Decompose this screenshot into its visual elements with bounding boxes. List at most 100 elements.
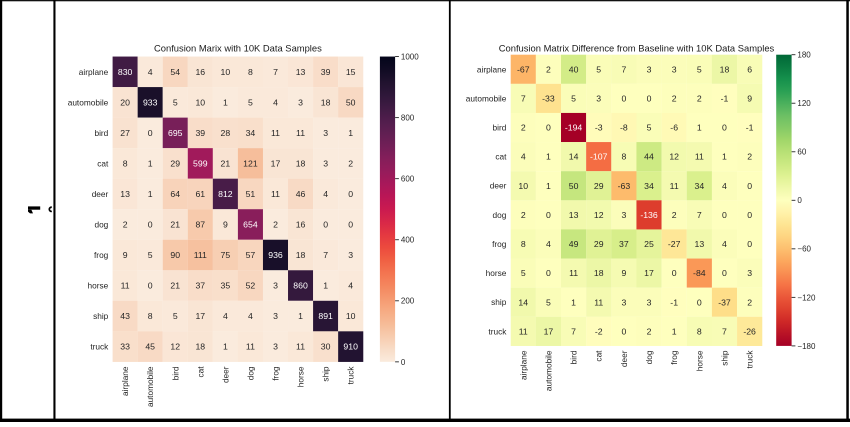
- svg-text:3: 3: [621, 297, 626, 307]
- svg-text:-33: -33: [542, 93, 555, 103]
- svg-text:35: 35: [221, 281, 231, 291]
- svg-text:27: 27: [120, 128, 130, 138]
- svg-text:75: 75: [221, 250, 231, 260]
- svg-text:6: 6: [747, 64, 752, 74]
- svg-text:3: 3: [621, 210, 626, 220]
- svg-text:44: 44: [644, 152, 654, 162]
- svg-text:0: 0: [148, 281, 153, 291]
- svg-text:11: 11: [246, 342, 255, 352]
- svg-text:10: 10: [518, 181, 528, 191]
- svg-text:51: 51: [246, 189, 256, 199]
- svg-text:4: 4: [148, 67, 153, 77]
- svg-text:18: 18: [594, 268, 604, 278]
- svg-text:29: 29: [170, 159, 180, 169]
- svg-text:bird: bird: [569, 350, 579, 364]
- svg-text:bird: bird: [493, 123, 507, 133]
- svg-text:8: 8: [697, 326, 702, 336]
- svg-text:-136: -136: [640, 210, 658, 220]
- svg-text:7: 7: [621, 64, 626, 74]
- svg-text:1: 1: [546, 152, 551, 162]
- svg-text:0: 0: [546, 123, 551, 133]
- svg-text:-1: -1: [746, 123, 754, 133]
- svg-text:0: 0: [797, 196, 802, 205]
- svg-text:1: 1: [148, 159, 153, 169]
- svg-text:18: 18: [195, 342, 205, 352]
- svg-text:9: 9: [621, 268, 626, 278]
- svg-text:830: 830: [118, 67, 133, 77]
- svg-text:frog: frog: [669, 350, 679, 365]
- svg-text:4: 4: [722, 181, 727, 191]
- svg-text:1: 1: [323, 281, 328, 291]
- svg-text:10: 10: [221, 67, 231, 77]
- svg-text:3: 3: [323, 128, 328, 138]
- svg-text:0: 0: [697, 297, 702, 307]
- svg-text:0: 0: [148, 128, 153, 138]
- svg-text:7: 7: [697, 210, 702, 220]
- svg-text:5: 5: [173, 311, 178, 321]
- svg-text:21: 21: [221, 159, 231, 169]
- svg-text:43: 43: [120, 311, 130, 321]
- svg-text:airplane: airplane: [79, 67, 109, 77]
- svg-text:11: 11: [695, 152, 704, 162]
- svg-text:37: 37: [619, 239, 629, 249]
- svg-text:−60: −60: [797, 245, 811, 254]
- svg-text:-8: -8: [620, 123, 628, 133]
- svg-text:bird: bird: [170, 366, 180, 380]
- svg-text:25: 25: [644, 239, 654, 249]
- svg-text:7: 7: [571, 326, 576, 336]
- svg-text:400: 400: [401, 236, 415, 245]
- svg-text:3: 3: [348, 250, 353, 260]
- svg-text:0: 0: [621, 326, 626, 336]
- svg-text:0: 0: [546, 268, 551, 278]
- svg-text:deer: deer: [619, 350, 629, 367]
- svg-text:0: 0: [323, 220, 328, 230]
- svg-text:4: 4: [546, 239, 551, 249]
- svg-text:17: 17: [544, 326, 554, 336]
- svg-text:2: 2: [348, 159, 353, 169]
- svg-text:automobile: automobile: [543, 350, 553, 391]
- svg-text:dog: dog: [245, 366, 255, 380]
- svg-text:horse: horse: [694, 350, 704, 371]
- svg-text:5: 5: [647, 123, 652, 133]
- svg-text:52: 52: [246, 281, 256, 291]
- svg-text:11: 11: [271, 189, 280, 199]
- svg-text:0: 0: [672, 268, 677, 278]
- svg-text:cat: cat: [97, 158, 109, 168]
- svg-text:3: 3: [647, 297, 652, 307]
- svg-text:4: 4: [348, 281, 353, 291]
- svg-text:5: 5: [173, 97, 178, 107]
- svg-text:4: 4: [722, 239, 727, 249]
- svg-text:0: 0: [621, 93, 626, 103]
- svg-text:10: 10: [195, 97, 205, 107]
- svg-text:1: 1: [571, 297, 576, 307]
- svg-text:29: 29: [594, 181, 604, 191]
- svg-text:1000: 1000: [401, 52, 419, 61]
- svg-text:34: 34: [694, 181, 704, 191]
- svg-text:5: 5: [697, 64, 702, 74]
- svg-text:860: 860: [293, 281, 308, 291]
- svg-text:111: 111: [194, 250, 207, 260]
- svg-text:8: 8: [148, 311, 153, 321]
- svg-text:800: 800: [401, 114, 415, 123]
- svg-text:0: 0: [722, 210, 727, 220]
- svg-text:121: 121: [243, 159, 258, 169]
- svg-text:18: 18: [296, 159, 306, 169]
- svg-text:0: 0: [722, 123, 727, 133]
- svg-text:0: 0: [747, 239, 752, 249]
- svg-text:30: 30: [321, 342, 331, 352]
- svg-text:11: 11: [296, 342, 305, 352]
- svg-text:-26: -26: [743, 326, 756, 336]
- svg-text:1: 1: [148, 189, 153, 199]
- svg-text:automobile: automobile: [466, 93, 507, 103]
- svg-text:28: 28: [221, 128, 231, 138]
- svg-text:7: 7: [722, 326, 727, 336]
- svg-text:airplane: airplane: [477, 64, 507, 74]
- svg-text:16: 16: [296, 220, 306, 230]
- svg-text:2: 2: [521, 123, 526, 133]
- svg-text:29: 29: [594, 239, 604, 249]
- svg-text:5: 5: [596, 64, 601, 74]
- svg-text:5: 5: [248, 97, 253, 107]
- svg-text:horse: horse: [486, 268, 507, 278]
- svg-text:dog: dog: [644, 350, 654, 364]
- svg-text:3: 3: [596, 93, 601, 103]
